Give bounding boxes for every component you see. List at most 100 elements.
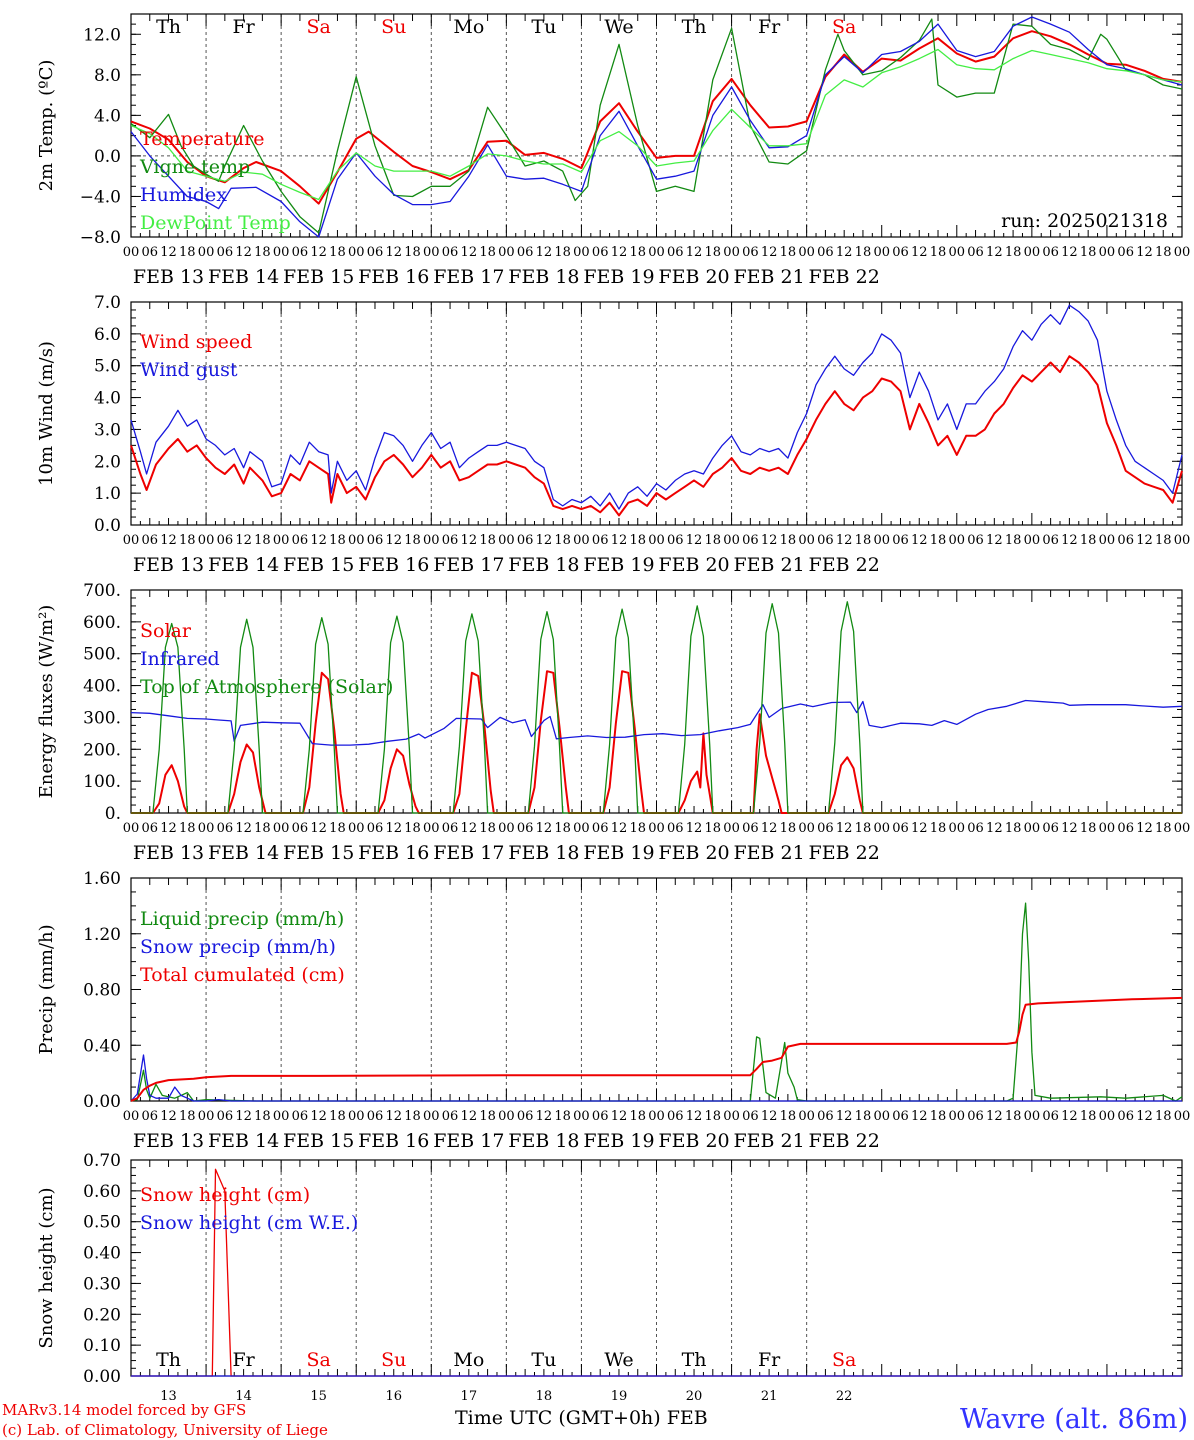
x-hour-label: 06 xyxy=(892,245,909,260)
x-hour-label: 18 xyxy=(629,1109,646,1124)
x-hour-label: 00 xyxy=(1024,533,1041,548)
x-hour-label: 12 xyxy=(160,1109,177,1124)
x-hour-label: 06 xyxy=(967,245,984,260)
weekday-label: Fr xyxy=(758,1349,781,1371)
y-axis-label: Snow height (cm) xyxy=(36,1187,57,1348)
x-hour-label: 00 xyxy=(498,245,515,260)
x-hour-label: 00 xyxy=(423,245,440,260)
y-tick-label: 0.0 xyxy=(94,516,121,536)
location-label: Wavre (alt. 86m) xyxy=(960,1404,1188,1435)
x-hour-label: 00 xyxy=(123,1109,140,1124)
x-hour-label: 18 xyxy=(1005,1109,1022,1124)
x-hour-label: 18 xyxy=(329,533,346,548)
y-tick-label: 0.60 xyxy=(83,1182,121,1202)
x-hour-label: 18 xyxy=(329,1109,346,1124)
x-hour-label: 06 xyxy=(141,821,158,836)
y-axis-label: Energy fluxes (W/m²) xyxy=(36,605,57,799)
x-hour-label: 12 xyxy=(385,821,402,836)
x-hour-label: 06 xyxy=(967,821,984,836)
x-hour-label: 18 xyxy=(179,533,196,548)
x-hour-label: 00 xyxy=(648,1109,665,1124)
x-hour-label: 06 xyxy=(817,533,834,548)
x-hour-label: 12 xyxy=(235,533,252,548)
x-date-label: FEB 20 xyxy=(658,1130,729,1152)
x-hour-label: 00 xyxy=(1174,245,1191,260)
x-hour-label: 12 xyxy=(836,533,853,548)
y-tick-label: −8.0 xyxy=(80,228,121,248)
y-tick-label: 500. xyxy=(83,645,121,665)
x-hour-label: 00 xyxy=(723,821,740,836)
x-hour-label: 12 xyxy=(761,821,778,836)
y-tick-label: 5.0 xyxy=(94,357,121,377)
x-hour-label: 00 xyxy=(198,533,215,548)
x-hour-label: 06 xyxy=(817,245,834,260)
x-hour-label: 12 xyxy=(836,1109,853,1124)
legend-entry: Wind gust xyxy=(140,359,238,381)
x-hour-label: 00 xyxy=(798,245,815,260)
series-line xyxy=(130,902,1183,1102)
x-hour-label: 06 xyxy=(592,533,609,548)
x-hour-label: 06 xyxy=(892,821,909,836)
weekday-label: Tu xyxy=(531,1349,556,1371)
x-hour-label: 06 xyxy=(667,1109,684,1124)
x-date-label: FEB 20 xyxy=(658,554,729,576)
x-hour-label: 12 xyxy=(385,245,402,260)
x-hour-label: 00 xyxy=(198,1109,215,1124)
x-hour-label: 18 xyxy=(629,821,646,836)
x-hour-label: 00 xyxy=(498,1109,515,1124)
y-tick-label: 1.0 xyxy=(94,484,121,504)
x-hour-label: 12 xyxy=(385,533,402,548)
x-hour-label: 18 xyxy=(554,245,571,260)
x-hour-label: 06 xyxy=(1042,821,1059,836)
panel-snow: 0.00 0.10 0.20 0.30 0.40 0.50 0.60 0.70 13 14 15 16… xyxy=(36,1151,1183,1404)
x-date-label: FEB 20 xyxy=(658,842,729,864)
x-hour-label: 06 xyxy=(1117,821,1134,836)
x-hour-label: 06 xyxy=(967,533,984,548)
x-hour-label: 06 xyxy=(667,245,684,260)
x-hour-label: 18 xyxy=(179,245,196,260)
series-line xyxy=(130,48,1183,201)
x-hour-label: 00 xyxy=(348,533,365,548)
series-line xyxy=(130,30,1183,205)
x-hour-label: 18 xyxy=(855,1109,872,1124)
weekday-label: Fr xyxy=(232,16,255,38)
x-date-label: FEB 14 xyxy=(208,266,279,288)
x-date-label: FEB 16 xyxy=(358,842,429,864)
x-day-number: 13 xyxy=(160,1389,177,1404)
x-hour-label: 18 xyxy=(930,533,947,548)
x-hour-label: 12 xyxy=(160,821,177,836)
x-hour-label: 18 xyxy=(705,533,722,548)
x-hour-label: 12 xyxy=(1136,1109,1153,1124)
x-date-label: FEB 17 xyxy=(433,266,504,288)
y-axis-label: 10m Wind (m/s) xyxy=(36,341,57,486)
x-hour-label: 00 xyxy=(798,1109,815,1124)
x-day-number: 18 xyxy=(536,1389,553,1404)
weekday-label: Su xyxy=(381,16,406,38)
x-date-label: FEB 15 xyxy=(283,266,354,288)
x-date-label: FEB 21 xyxy=(733,1130,804,1152)
x-date-label: FEB 17 xyxy=(433,1130,504,1152)
x-hour-label: 12 xyxy=(536,533,553,548)
x-hour-label: 12 xyxy=(235,245,252,260)
x-hour-label: 18 xyxy=(629,533,646,548)
x-hour-label: 18 xyxy=(1155,1109,1172,1124)
weekday-label: Sa xyxy=(307,1349,331,1371)
weekday-label: Sa xyxy=(832,16,856,38)
series-line xyxy=(130,304,1183,510)
y-tick-label: 8.0 xyxy=(94,66,121,86)
x-hour-label: 00 xyxy=(1024,1109,1041,1124)
y-tick-label: 0.40 xyxy=(83,1036,121,1056)
x-hour-label: 00 xyxy=(498,821,515,836)
x-hour-label: 06 xyxy=(667,533,684,548)
x-hour-label: 00 xyxy=(949,245,966,260)
x-hour-label: 12 xyxy=(686,1109,703,1124)
x-hour-label: 00 xyxy=(573,821,590,836)
y-axis-label: 2m Temp. (ºC) xyxy=(36,60,57,192)
x-hour-label: 12 xyxy=(986,533,1003,548)
y-tick-label: 3.0 xyxy=(94,420,121,440)
x-hour-label: 18 xyxy=(1080,821,1097,836)
y-tick-label: 0.0 xyxy=(94,147,121,167)
x-date-label: FEB 17 xyxy=(433,554,504,576)
x-hour-label: 00 xyxy=(723,533,740,548)
x-date-label: FEB 22 xyxy=(809,1130,880,1152)
